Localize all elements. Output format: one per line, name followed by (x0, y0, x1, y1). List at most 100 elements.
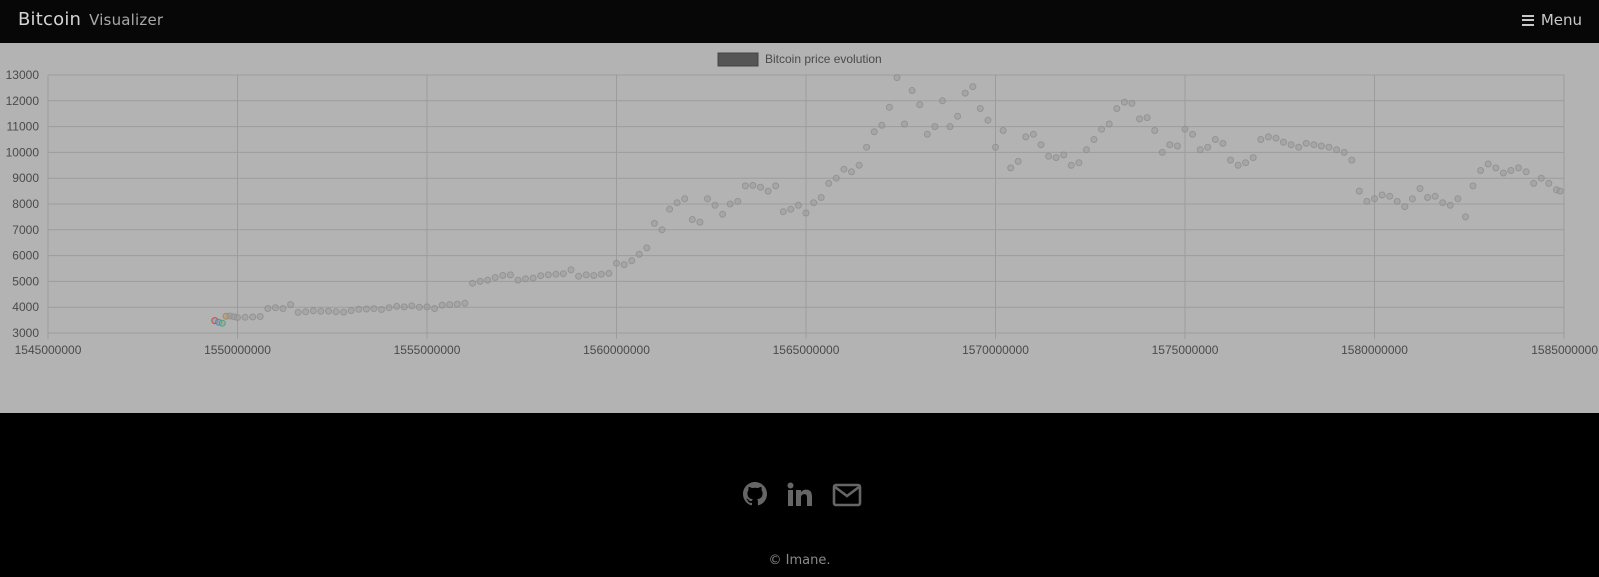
data-point (1469, 182, 1477, 190)
data-point (1219, 139, 1227, 147)
x-tick-label: 1550000000 (204, 343, 271, 357)
data-point (1181, 125, 1189, 133)
data-point (681, 195, 689, 203)
data-point (1462, 213, 1469, 221)
data-point (1499, 169, 1507, 177)
data-point (1492, 164, 1500, 172)
data-point (1060, 151, 1068, 159)
data-point (908, 87, 916, 94)
data-point (1272, 134, 1280, 142)
data-point (597, 270, 605, 278)
data-point (817, 194, 825, 201)
data-point (1431, 192, 1439, 200)
data-point (1556, 187, 1564, 195)
x-tick-label: 1580000000 (1341, 343, 1408, 357)
data-point (1204, 143, 1212, 151)
data-point (271, 304, 279, 312)
chart-panel: 3000 4000 5000 6000 7000 8000 9000 10000 11000 12… (0, 43, 1599, 413)
linkedin-link[interactable] (787, 481, 813, 509)
data-point (613, 259, 620, 267)
data-point (294, 308, 302, 316)
menu-button[interactable]: Menu (1521, 11, 1582, 29)
data-point (1477, 167, 1485, 174)
email-link[interactable] (832, 481, 861, 509)
brand-main: Bitcoin (18, 9, 82, 30)
data-point (1257, 136, 1265, 143)
data-point (362, 305, 370, 313)
data-point (1378, 191, 1386, 199)
data-point (969, 83, 977, 91)
data-point (749, 181, 757, 189)
data-point (923, 130, 931, 138)
data-point (1173, 142, 1181, 150)
github-link[interactable] (742, 481, 768, 509)
data-point (1136, 115, 1143, 123)
data-point (666, 205, 674, 213)
data-point (218, 319, 226, 327)
data-point (901, 120, 908, 128)
data-point (1090, 136, 1098, 143)
data-point (635, 250, 643, 258)
data-point (787, 205, 795, 213)
brand-logo[interactable]: Bitcoin Visualizer (18, 9, 163, 30)
data-point (575, 272, 583, 280)
y-tick-label: 10000 (6, 145, 40, 159)
data-point (582, 271, 590, 279)
data-point (711, 201, 719, 209)
data-point (794, 201, 802, 209)
data-point (848, 168, 855, 176)
data-point (453, 300, 461, 308)
data-point (946, 123, 954, 131)
y-tick-label: 12000 (6, 94, 40, 108)
data-point (1014, 157, 1022, 165)
data-point (1310, 141, 1318, 149)
data-point (605, 269, 613, 277)
data-point (1484, 160, 1492, 168)
data-point (1098, 125, 1106, 133)
data-point (1530, 179, 1538, 187)
data-point (772, 182, 780, 190)
y-tick-label: 8000 (12, 197, 39, 211)
data-point (1166, 141, 1174, 149)
x-tick-label: 1545000000 (15, 343, 82, 357)
y-tick-label: 4000 (12, 300, 39, 314)
x-tick-label: 1570000000 (962, 343, 1029, 357)
data-point (544, 271, 552, 279)
data-point (1196, 146, 1204, 154)
data-point (347, 307, 355, 315)
data-point (491, 274, 499, 281)
data-point (885, 103, 893, 111)
x-tick-label: 1585000000 (1531, 343, 1598, 357)
data-point (446, 301, 454, 309)
data-point (249, 313, 257, 321)
data-point (1211, 136, 1219, 143)
data-point (1158, 148, 1166, 156)
data-point (279, 305, 287, 312)
legend-label: Bitcoin price evolution (765, 52, 882, 66)
data-point (1264, 133, 1272, 141)
data-point (1037, 141, 1045, 149)
data-point (1386, 192, 1394, 200)
data-point (1227, 156, 1234, 164)
data-point (484, 276, 492, 284)
data-point (1120, 98, 1128, 106)
data-point (1029, 130, 1037, 138)
data-point (1545, 179, 1553, 187)
data-point (878, 121, 886, 129)
x-tick-label: 1555000000 (394, 343, 461, 357)
data-point (1143, 114, 1151, 122)
data-point (673, 199, 681, 207)
data-point (1151, 127, 1159, 134)
data-point (1537, 174, 1545, 182)
data-point (863, 143, 871, 151)
brand-sub: Visualizer (89, 11, 164, 29)
data-point (1022, 133, 1030, 141)
linkedin-icon (787, 482, 812, 506)
data-point (378, 306, 385, 313)
data-point (1083, 146, 1090, 154)
data-point (628, 257, 636, 265)
data-point (264, 305, 272, 312)
data-point (1249, 154, 1257, 162)
data-point (1355, 187, 1363, 195)
data-point (499, 272, 507, 279)
